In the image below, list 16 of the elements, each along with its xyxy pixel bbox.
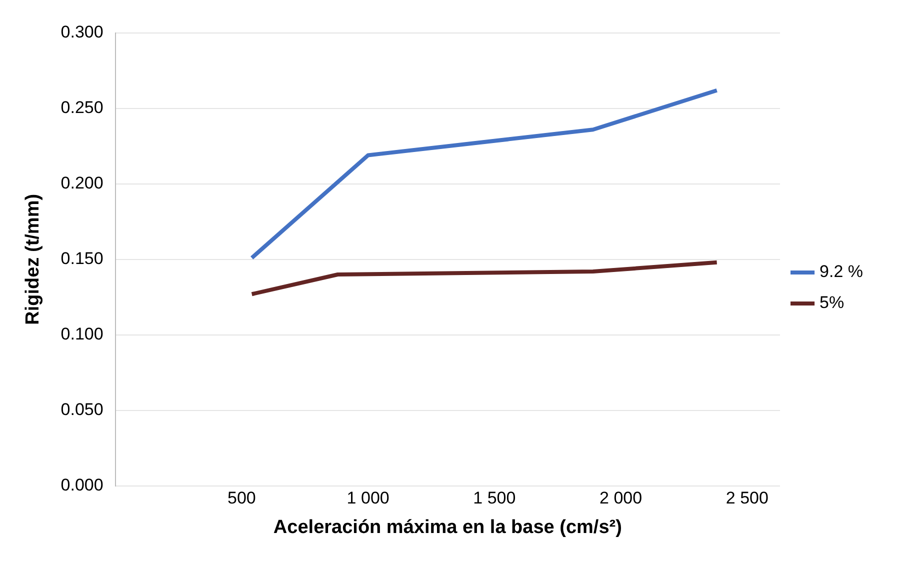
x-tick-label: 2 000: [600, 488, 642, 508]
y-tick-label: 0.150: [60, 249, 104, 268]
y-tick-label: 0.050: [60, 400, 104, 420]
y-axis-title: Rigidez (t/mm): [22, 194, 44, 325]
y-tick-label: 0.000: [60, 475, 104, 494]
y-tick-label: 0.300: [60, 22, 104, 42]
y-tick-label: 0.100: [60, 324, 104, 344]
x-tick-label: 2 500: [726, 488, 768, 508]
x-tick-label: 1 000: [346, 488, 390, 508]
x-tick-label: 500: [228, 488, 256, 508]
legend-label: 5%: [820, 293, 844, 312]
y-tick-label: 0.200: [60, 174, 104, 193]
x-tick-label: 1 500: [473, 488, 516, 508]
y-tick-label: 0.250: [60, 98, 104, 118]
x-axis-title: Aceleración máxima en la base (cm/s²): [273, 516, 622, 538]
legend-label: 9.2 %: [820, 262, 864, 282]
